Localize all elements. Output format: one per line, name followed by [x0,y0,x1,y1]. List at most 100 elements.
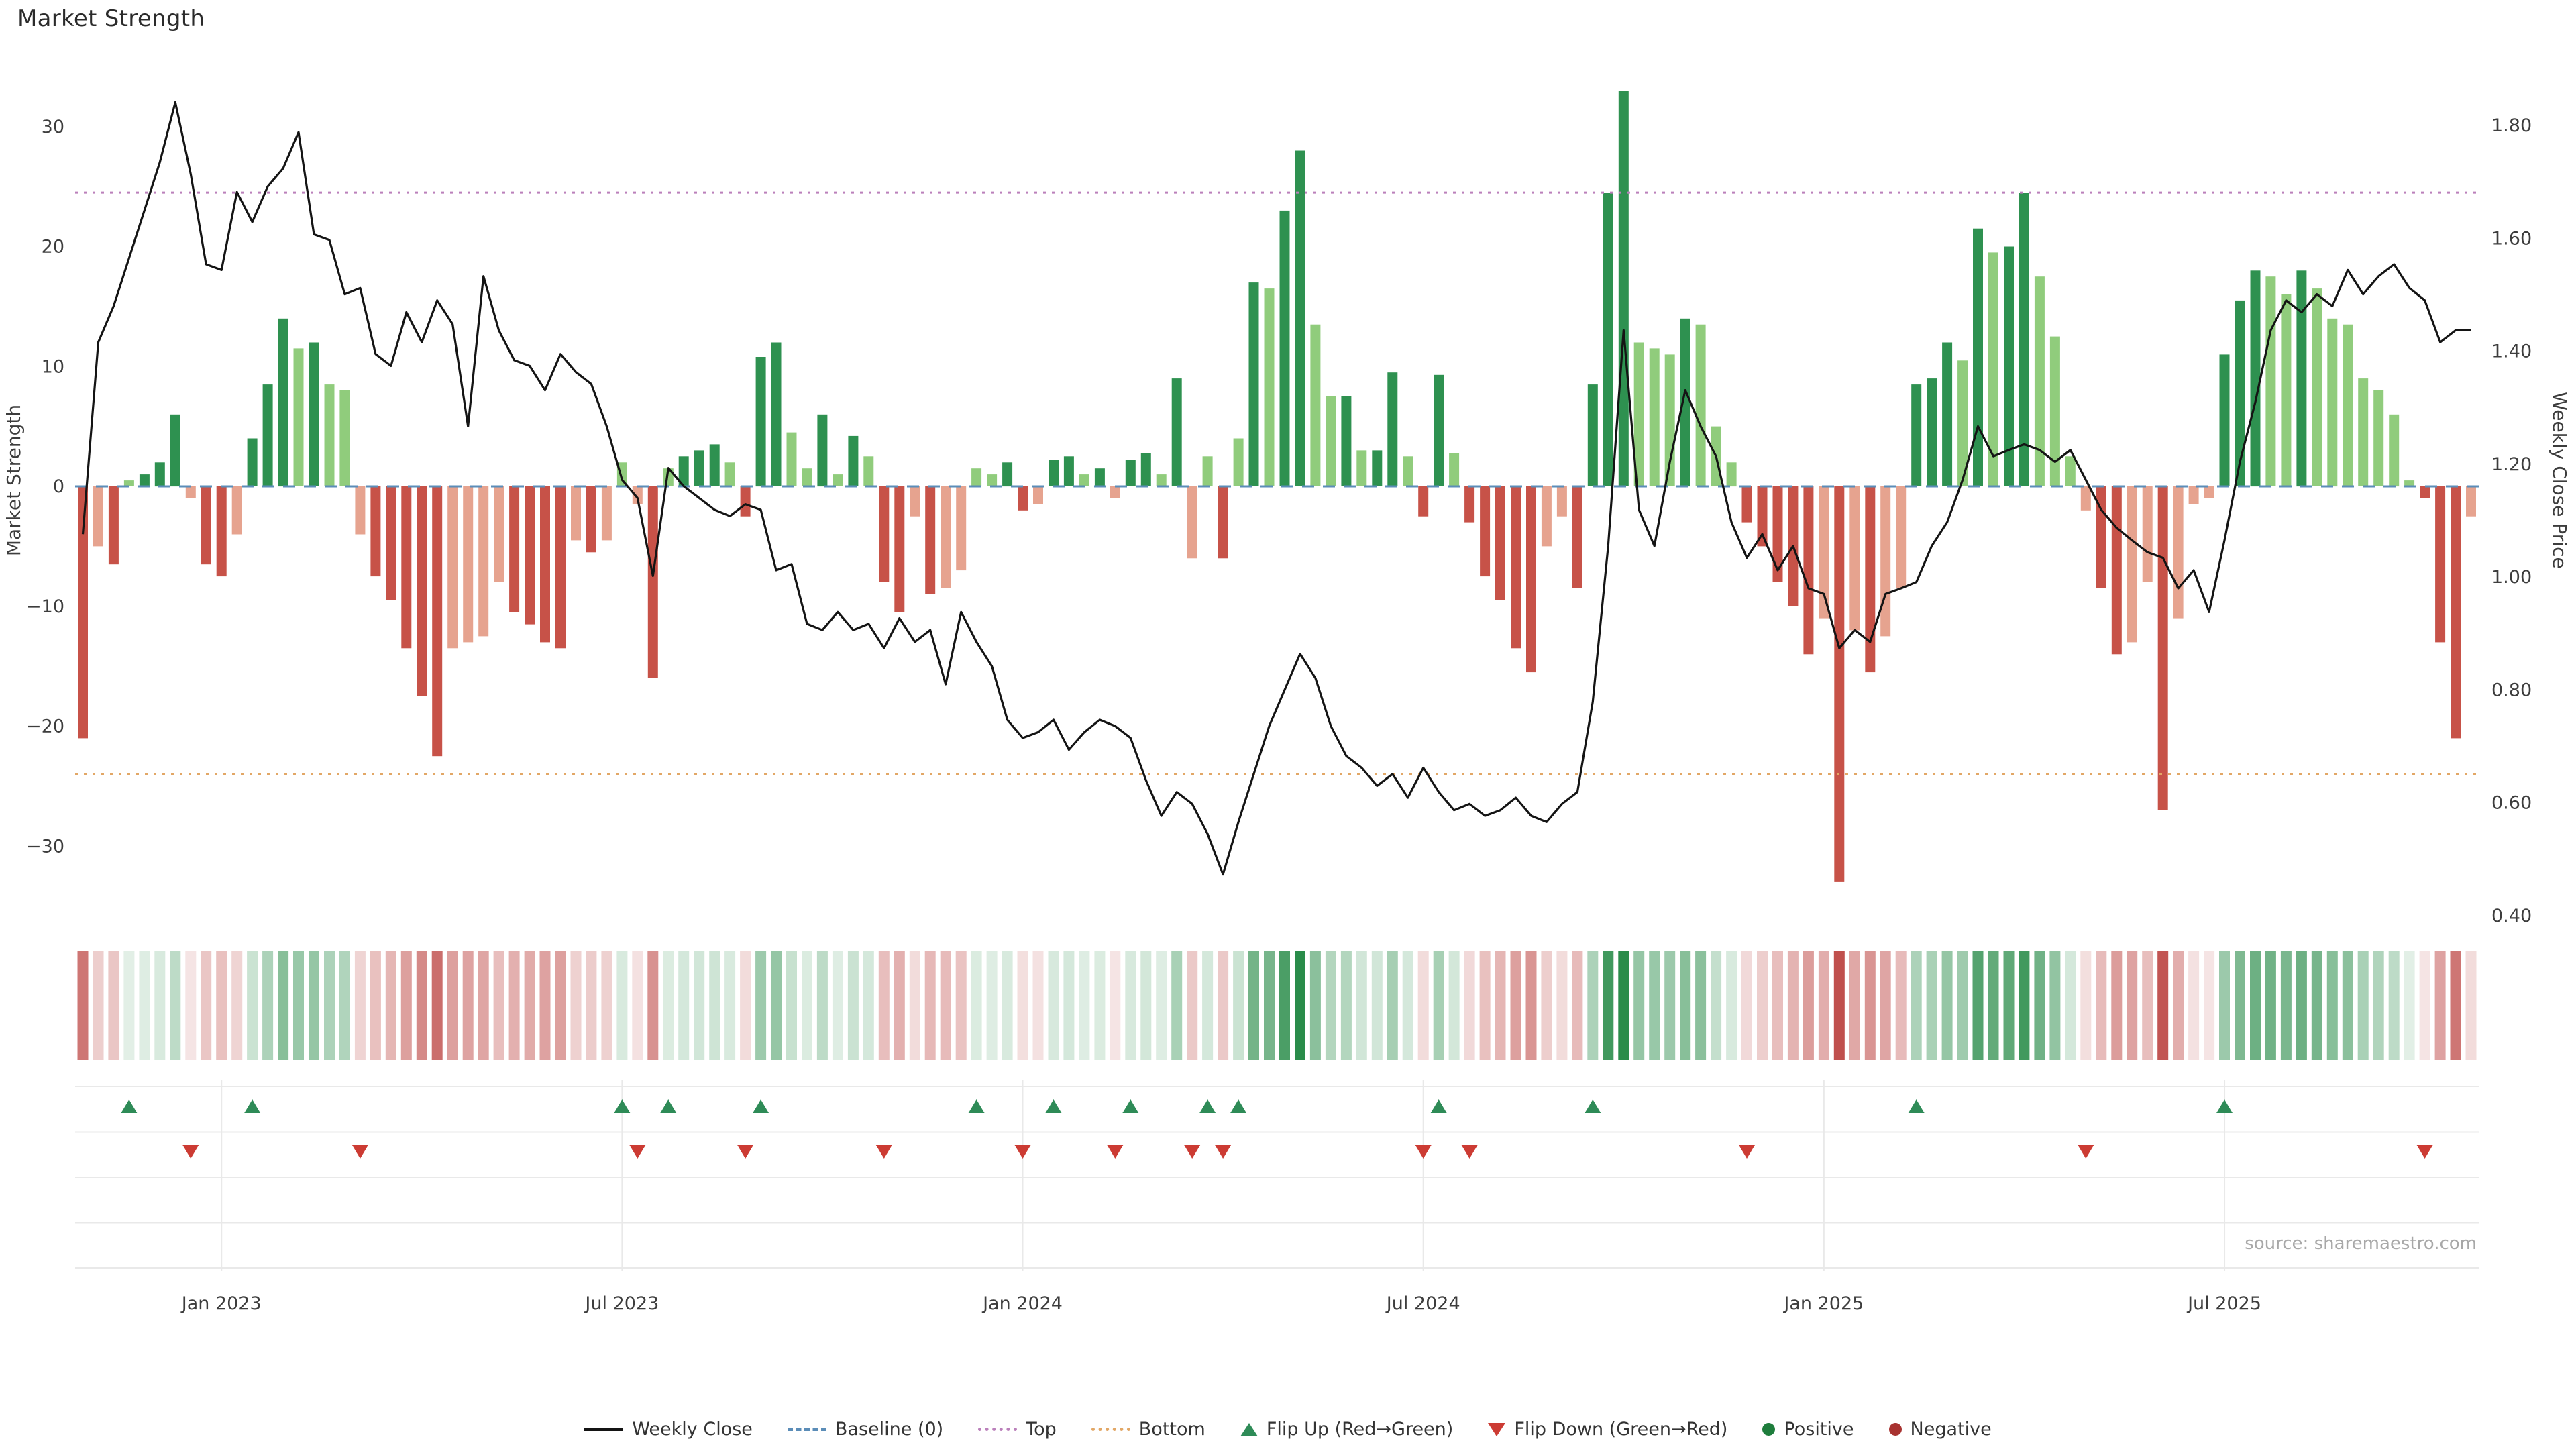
heatmap-cell [2250,951,2261,1060]
heatmap-cell [108,951,119,1060]
negative-strength-bar [1849,486,1860,631]
heatmap-cell [1556,951,1568,1060]
positive-strength-bar [1125,460,1136,486]
heatmap-cell [2080,951,2092,1060]
heatmap-cell [2419,951,2430,1060]
heatmap-cell [370,951,381,1060]
heatmap-cell [1309,951,1321,1060]
flip-up-marker-icon [2216,1099,2233,1113]
flip-up-marker-icon [753,1099,769,1113]
heatmap-cell [1032,951,1044,1060]
heatmap-cell [709,951,720,1060]
heatmap-cell [2357,951,2369,1060]
negative-strength-bar [370,486,381,577]
positive-strength-bar [154,462,165,487]
positive-strength-bar [1341,396,1352,486]
legend-label: Bottom [1138,1419,1205,1440]
left-axis-tick-label: −20 [26,716,64,737]
flip-down-marker-icon [352,1145,368,1159]
negative-strength-bar [1033,486,1043,504]
source-note: source: sharemaestro.com [2245,1234,2477,1254]
heatmap-cell [1295,951,1305,1060]
heatmap-cell [1402,951,1413,1060]
negative-strength-bar [632,486,643,504]
heatmap-cell [1695,951,1707,1060]
heatmap-cell [93,951,104,1060]
right-axis-tick-label: 1.40 [2491,341,2532,362]
positive-strength-bar [1248,282,1259,486]
flip-up-icon [1240,1422,1258,1436]
heatmap-cell [1125,951,1136,1060]
heatmap-cell [1387,951,1398,1060]
heatmap-cell [1156,951,1167,1060]
negative-strength-bar [93,486,103,547]
heatmap-cell [1988,951,1999,1060]
legend-item: Positive [1762,1419,1854,1440]
negative-strength-bar [78,486,88,739]
positive-strength-bar [2049,336,2060,486]
heatmap-cell [1017,951,1028,1060]
flip-down-marker-icon [875,1145,892,1159]
heatmap-cell [2049,951,2061,1060]
negative-strength-bar [571,486,581,541]
heatmap-cell [1633,951,1645,1060]
negative-strength-bar [201,486,211,565]
x-axis-tick-label: Jan 2025 [1782,1293,1864,1314]
flip-down-marker-icon [2078,1145,2094,1159]
flip-down-marker-icon [1739,1145,1756,1159]
heatmap-cell [1972,951,1984,1060]
heatmap-cell [1541,951,1552,1060]
positive-strength-bar [278,318,288,487]
negative-strength-bar [1511,486,1521,649]
heatmap-cell [971,951,982,1060]
heatmap-cell [1603,951,1614,1060]
strength-bars [78,91,2476,882]
heatmap-cell [278,951,289,1060]
heatmap-cell [1941,951,1953,1060]
weekly-close-line-icon [584,1428,624,1431]
heatmap-cell [309,951,319,1060]
flip-up-marker-icon [1122,1099,1139,1113]
positive-strength-bar [1973,228,1983,486]
positive-strength-bar [170,414,180,487]
negative-strength-bar [2420,486,2430,498]
flip-up-marker-icon [1430,1099,1447,1113]
positive-strength-bar [709,444,720,486]
heatmap-cell [508,951,520,1060]
market-strength-chart: 30 20 10 0 −10 −20 −30 1.80 1.60 1.40 1.20 1.00 0.80… [3,91,2571,1314]
positive-strength-bar [2327,318,2338,487]
negative-strength-bar [509,486,520,612]
heatmap-cell [2065,951,2076,1060]
negative-strength-bar [2142,486,2153,582]
positive-strength-bar [1156,474,1167,486]
positive-strength-bar [833,474,843,486]
chart-legend: Weekly Close Baseline (0) Top Bottom Flip Up… [0,1419,2576,1440]
heatmap-cell [2157,951,2169,1060]
flip-down-marker-icon [1415,1145,1432,1159]
heatmap-cell [1726,951,1737,1060]
heatmap-cell [878,951,890,1060]
negative-strength-bar [2157,486,2168,810]
positive-strength-bar [1618,91,1629,487]
heatmap-cell [1757,951,1768,1060]
chart-title: Market Strength [17,5,205,32]
heatmap-cell [2450,951,2461,1060]
negative-strength-bar [2451,486,2461,739]
heatmap-cell [1818,951,1829,1060]
heatmap-cell [1171,951,1183,1060]
negative-strength-bar [647,486,658,678]
heatmap-cell [1448,951,1460,1060]
positive-strength-bar [1295,150,1305,486]
heatmap-cell [1803,951,1814,1060]
negative-strength-bar [1772,486,1783,582]
heatmap-cell [2003,951,2015,1060]
flip-up-marker-icon [244,1099,261,1113]
negative-strength-bar [540,486,550,643]
positive-strength-bar [2343,324,2353,486]
positive-strength-bar [2004,246,2014,486]
heatmap-cell [354,951,366,1060]
heatmap-cell [1371,951,1383,1060]
positive-strength-bar [1587,384,1598,486]
positive-strength-bar [1356,450,1367,486]
legend-item: Weekly Close [584,1419,753,1440]
